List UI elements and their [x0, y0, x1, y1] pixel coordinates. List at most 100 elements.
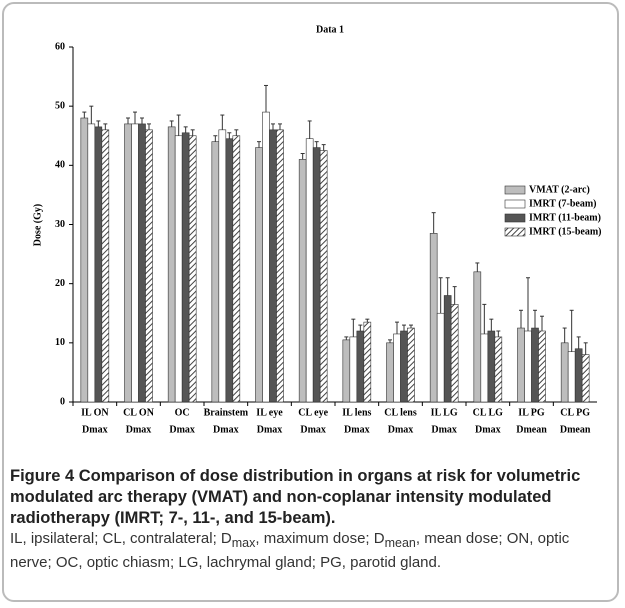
legend-label: IMRT (7-beam) — [529, 198, 597, 209]
x-tick-label: Dmax — [300, 424, 326, 435]
bar — [436, 312, 445, 403]
bar — [167, 126, 176, 403]
bar — [538, 330, 546, 403]
x-tick-label: CL LG — [473, 407, 504, 418]
bar — [319, 150, 328, 403]
bar — [400, 330, 408, 403]
caption-body: IL, ipsilateral; CL, contralateral; Dmax… — [10, 529, 615, 573]
bar — [531, 327, 539, 403]
bar — [211, 141, 220, 403]
x-tick-label: Dmax — [431, 424, 457, 435]
bar — [342, 339, 351, 403]
bar — [363, 321, 372, 403]
bar — [443, 295, 452, 403]
y-tick-label: 30 — [55, 219, 65, 230]
bar — [232, 135, 241, 403]
legend-swatch — [504, 213, 526, 223]
x-tick-label: Dmax — [475, 424, 501, 435]
caption-sub: max — [231, 536, 256, 550]
bar — [567, 351, 576, 403]
bar — [524, 330, 532, 403]
legend-swatch — [504, 227, 526, 237]
x-tick-label: Dmean — [560, 424, 591, 435]
bar — [407, 327, 415, 403]
y-tick-label: 50 — [55, 100, 65, 111]
bar — [517, 327, 525, 403]
x-tick-label: CL ON — [123, 407, 155, 418]
bar — [305, 138, 314, 403]
x-tick-label: IL lens — [342, 407, 371, 418]
bar — [574, 348, 583, 403]
caption-text: , maximum dose; D — [255, 530, 385, 547]
bar — [356, 330, 365, 403]
bar — [94, 126, 103, 403]
chart-title: Data 1 — [316, 24, 344, 35]
y-tick-label: 20 — [55, 278, 65, 289]
y-axis-label: Dose (Gy) — [32, 204, 43, 247]
x-tick-label: Dmax — [169, 424, 195, 435]
bar — [138, 123, 146, 403]
bar — [393, 333, 401, 403]
x-tick-label: Dmean — [516, 424, 547, 435]
bar — [181, 132, 190, 403]
legend-swatch — [504, 199, 526, 209]
bar — [560, 342, 569, 403]
bar — [124, 123, 132, 403]
x-tick-label: OC — [175, 407, 190, 418]
x-tick-label: Dmax — [82, 424, 108, 435]
caption-text: IL, ipsilateral; CL, contralateral; D — [10, 530, 232, 547]
bar — [262, 111, 270, 403]
bar — [312, 147, 321, 403]
bar — [473, 271, 482, 403]
x-tick-label: CL PG — [560, 407, 590, 418]
bar — [349, 336, 358, 403]
bar — [386, 342, 394, 403]
x-tick-label: Dmax — [126, 424, 152, 435]
bar — [218, 129, 227, 403]
bar — [450, 304, 459, 403]
bar — [298, 159, 307, 403]
legend-swatch — [504, 185, 526, 195]
bar — [255, 147, 263, 403]
x-tick-label: IL PG — [518, 407, 545, 418]
bar — [494, 336, 503, 403]
x-tick-label: Dmax — [257, 424, 283, 435]
bar — [101, 129, 110, 403]
y-tick-label: 40 — [55, 160, 65, 171]
bar — [225, 138, 234, 403]
legend-label: IMRT (11-beam) — [529, 212, 601, 223]
x-tick-label: Dmax — [344, 424, 370, 435]
bar — [269, 129, 277, 403]
frame — [2, 2, 619, 602]
x-tick-label: IL LG — [431, 407, 458, 418]
bar — [188, 135, 197, 403]
bar — [174, 135, 183, 403]
x-tick-label: CL eye — [298, 407, 328, 418]
caption-text: , mean dose; ON, optic nerve; OC, optic … — [10, 530, 570, 571]
chart: Data 1 Dose (Gy) 0 10 20 30 40 50 60 IL ON Dmax C… — [32, 24, 602, 435]
x-tick-label: Brainstem — [204, 407, 249, 418]
caption: Figure 4 Comparison of dose distribution… — [10, 466, 615, 573]
x-tick-label: CL lens — [384, 407, 417, 418]
bar — [480, 333, 489, 403]
bar — [87, 123, 96, 403]
bar — [145, 129, 153, 403]
bar — [80, 117, 89, 403]
caption-sub: mean — [384, 536, 416, 550]
legend-label: VMAT (2-arc) — [529, 184, 590, 195]
bar — [487, 330, 496, 403]
caption-title: Figure 4 Comparison of dose distribution… — [10, 467, 581, 527]
x-tick-label: IL eye — [256, 407, 283, 418]
bar — [131, 123, 139, 403]
bar — [581, 354, 590, 403]
y-tick-label: 10 — [55, 337, 65, 348]
x-tick-label: Dmax — [213, 424, 239, 435]
y-tick-label: 60 — [55, 41, 65, 52]
y-tick-label: 0 — [60, 396, 65, 407]
legend-label: IMRT (15-beam) — [529, 226, 602, 237]
x-tick-label: IL ON — [81, 407, 109, 418]
bar — [276, 129, 284, 403]
x-tick-label: Dmax — [388, 424, 414, 435]
bar — [429, 233, 438, 403]
